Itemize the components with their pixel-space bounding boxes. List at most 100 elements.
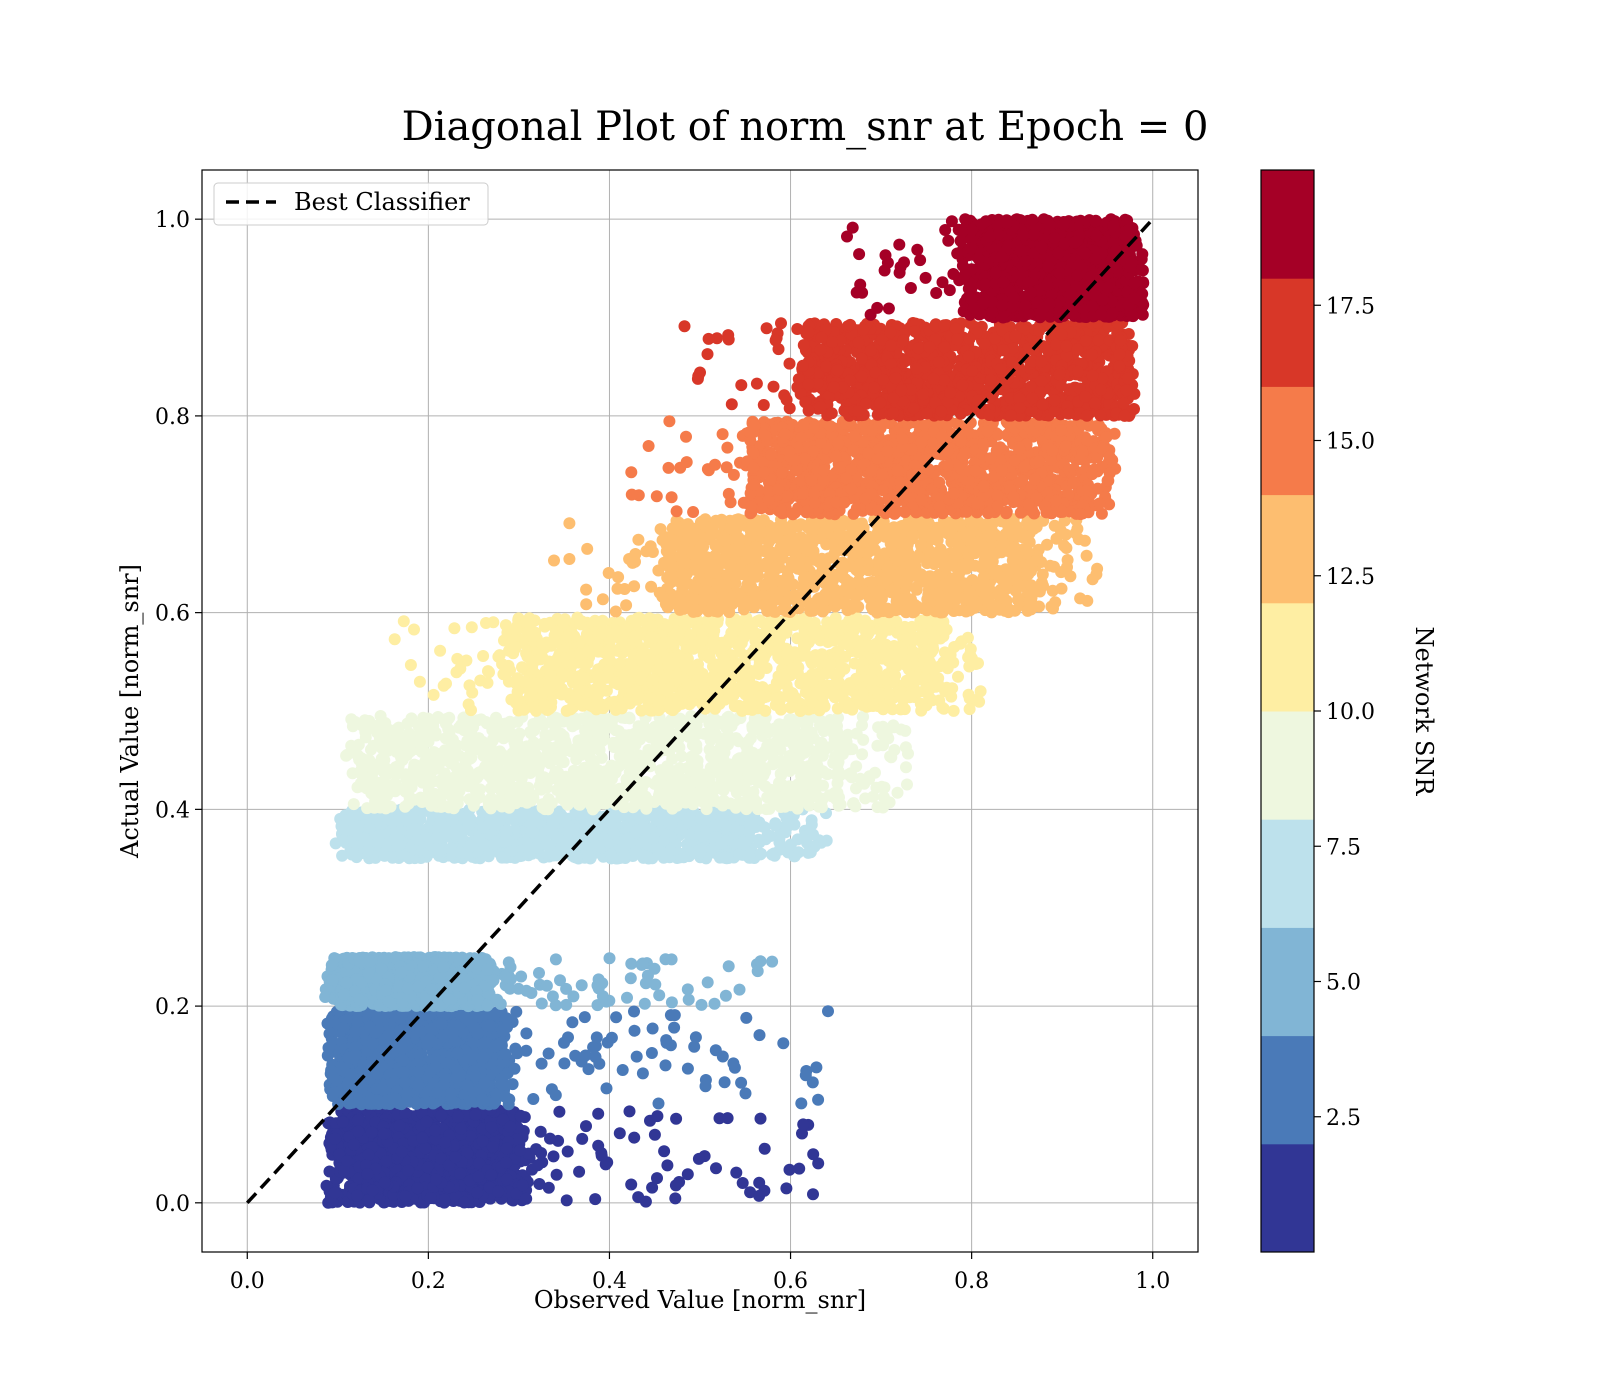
scatter-point <box>681 983 694 996</box>
scatter-point <box>793 1162 806 1175</box>
scatter-point <box>371 836 384 849</box>
scatter-point <box>682 993 695 1006</box>
scatter-point <box>492 1185 505 1198</box>
scatter-point <box>570 851 583 864</box>
scatter-point <box>361 845 374 858</box>
scatter-point <box>576 1132 589 1145</box>
scatter-point <box>621 991 633 1004</box>
scatter-point <box>623 1105 636 1118</box>
scatter-point <box>573 1165 586 1178</box>
scatter-point <box>366 1037 379 1050</box>
scatter-point <box>437 960 450 973</box>
scatter-point <box>641 850 654 863</box>
scatter-point <box>613 1127 626 1140</box>
scatter-point <box>701 976 714 989</box>
scatter-point <box>471 1186 484 1199</box>
scatter-point <box>478 1037 491 1049</box>
scatter-point <box>500 1156 513 1169</box>
scatter-point <box>499 1048 512 1060</box>
scatter-point <box>500 824 513 837</box>
scatter-point <box>603 952 616 965</box>
scatter-point <box>361 1168 374 1180</box>
scatter-point <box>625 1178 638 1191</box>
scatter-point <box>477 1051 490 1064</box>
scatter-point <box>500 1142 513 1155</box>
scatter-point <box>389 1092 402 1105</box>
scatter-point <box>482 850 495 863</box>
scatter-point <box>670 1112 683 1125</box>
scatter-point <box>580 1120 592 1133</box>
scatter-point <box>464 839 477 852</box>
scatter-point <box>661 1159 674 1172</box>
scatter-point <box>395 966 408 979</box>
scatter-point <box>596 977 609 990</box>
scatter-point <box>797 1118 810 1131</box>
scatter-point <box>485 1168 498 1181</box>
scatter-point <box>520 1192 533 1205</box>
scatter-point <box>566 1016 579 1029</box>
scatter-point <box>351 1114 364 1127</box>
scatter-point <box>628 1131 641 1144</box>
scatter-point <box>375 962 388 975</box>
scatter-point <box>378 849 391 862</box>
scatter-point <box>722 960 735 973</box>
scatter-point <box>483 1019 496 1032</box>
scatter-point <box>753 1029 766 1042</box>
scatter-point <box>549 999 562 1012</box>
scatter-point <box>567 990 580 1003</box>
scatter-point <box>595 1149 608 1162</box>
scatter-point <box>416 1131 429 1144</box>
scatter-point <box>600 1082 613 1095</box>
scatter-point <box>540 979 553 992</box>
chart-title: Diagonal Plot of norm_snr at Epoch = 0 <box>402 104 1209 150</box>
scatter-point <box>610 1011 623 1024</box>
scatter-point <box>535 1057 548 1070</box>
scatter-point <box>542 1047 555 1060</box>
scatter-point <box>411 833 424 846</box>
scatter-point <box>554 974 566 987</box>
scatter-point <box>625 957 638 970</box>
scatter-point <box>499 1090 512 1103</box>
scatter-point <box>659 1059 672 1072</box>
scatter-point <box>496 851 508 864</box>
scatter-point <box>376 1082 388 1095</box>
scatter-point <box>533 967 545 979</box>
scatter-point <box>641 969 654 982</box>
scatter-point <box>399 1190 412 1203</box>
scatter-point <box>710 1162 722 1175</box>
scatter-point <box>636 957 649 970</box>
scatter-point <box>362 1148 375 1161</box>
scatter-point <box>527 826 540 839</box>
scatter-point <box>558 1057 571 1070</box>
scatter-point <box>464 1053 477 1065</box>
scatter-point <box>438 1136 451 1149</box>
scatter-point <box>807 1188 819 1201</box>
scatter-point <box>445 1087 458 1100</box>
scatter-point <box>348 809 361 822</box>
scatter-point <box>520 1044 533 1057</box>
scatter-point <box>544 1132 556 1145</box>
scatter-point <box>412 1066 425 1078</box>
scatter-point <box>653 989 666 1002</box>
scatter-point <box>740 1011 753 1024</box>
scatter-point <box>481 999 494 1012</box>
scatter-point <box>651 1172 663 1185</box>
scatter-point <box>527 1093 540 1105</box>
scatter-point <box>683 811 696 824</box>
scatter-point <box>648 1128 661 1141</box>
scatter-point <box>608 827 621 840</box>
scatter-point <box>412 980 425 993</box>
scatter-point <box>628 1005 640 1018</box>
scatter-point <box>496 1025 509 1037</box>
scatter-point <box>578 1011 591 1024</box>
scatter-point <box>321 1017 334 1030</box>
scatter-point <box>478 1077 491 1090</box>
scatter-point <box>553 811 566 824</box>
scatter-point <box>412 1079 425 1092</box>
scatter-point <box>351 849 364 862</box>
scatter-point <box>325 959 338 972</box>
scatter-point <box>689 1031 702 1044</box>
scatter-point <box>810 1061 823 1074</box>
scatter-point <box>424 1033 436 1046</box>
scatter-point <box>336 1116 349 1128</box>
